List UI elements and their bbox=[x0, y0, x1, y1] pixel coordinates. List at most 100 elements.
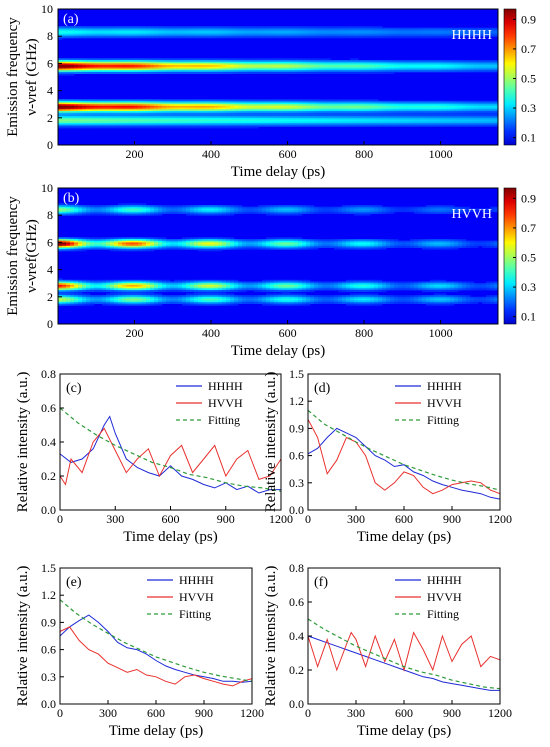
heatmap-cell bbox=[178, 124, 183, 127]
heatmap-cell bbox=[170, 36, 175, 39]
heatmap-cell bbox=[134, 70, 139, 73]
heatmap-cell bbox=[226, 206, 231, 209]
heatmap-cell bbox=[162, 284, 167, 287]
heatmap-cell bbox=[398, 63, 403, 66]
heatmap-cell bbox=[182, 117, 187, 120]
heatmap-cell bbox=[274, 26, 279, 29]
heatmap-cell bbox=[358, 60, 363, 63]
heatmap-cell bbox=[470, 122, 475, 125]
heatmap-cell bbox=[230, 104, 235, 107]
heatmap-cell bbox=[198, 245, 203, 248]
heatmap-cell bbox=[326, 65, 331, 68]
heatmap-cell bbox=[82, 210, 87, 213]
heatmap-cell bbox=[370, 36, 375, 39]
heatmap-cell bbox=[86, 284, 91, 287]
heatmap-cell bbox=[374, 36, 379, 39]
heatmap-cell bbox=[210, 211, 215, 214]
heatmap-cell bbox=[426, 65, 431, 68]
heatmap-cell bbox=[406, 61, 411, 64]
heatmap-cell bbox=[394, 104, 399, 107]
heatmap-cell bbox=[142, 279, 147, 282]
heatmap-cell bbox=[442, 122, 447, 125]
heatmap-cell bbox=[270, 109, 275, 112]
heatmap-cell bbox=[146, 117, 151, 120]
heatmap-cell bbox=[210, 66, 215, 69]
heatmap-cell bbox=[234, 244, 239, 247]
heatmap-cell bbox=[178, 66, 183, 69]
heatmap-cell bbox=[138, 300, 143, 303]
heatmap-cell bbox=[474, 111, 479, 114]
heatmap-cell bbox=[130, 105, 135, 108]
heatmap-cell bbox=[114, 242, 119, 245]
heatmap-cell bbox=[230, 65, 235, 68]
heatmap-cell bbox=[182, 114, 187, 117]
heatmap-cell bbox=[218, 205, 223, 208]
heatmap-cell bbox=[342, 32, 347, 35]
heatmap-cell bbox=[194, 298, 199, 301]
heatmap-cell bbox=[198, 117, 203, 120]
heatmap-cell bbox=[198, 102, 203, 105]
heatmap-cell bbox=[226, 290, 231, 293]
heatmap-cell bbox=[186, 61, 191, 64]
heatmap-cell bbox=[186, 279, 191, 282]
heatmap-cell bbox=[482, 111, 487, 114]
heatmap-cell bbox=[130, 63, 135, 66]
heatmap-cell bbox=[90, 301, 95, 304]
heatmap-cell bbox=[462, 112, 467, 115]
heatmap-cell bbox=[270, 124, 275, 127]
heatmap-cell bbox=[102, 124, 107, 127]
heatmap-cell bbox=[78, 70, 83, 73]
heatmap-cell bbox=[278, 244, 283, 247]
heatmap-cell bbox=[178, 70, 183, 73]
heatmap-cell bbox=[186, 58, 191, 61]
heatmap-cell bbox=[478, 60, 483, 63]
heatmap-cell bbox=[454, 117, 459, 120]
heatmap-cell bbox=[302, 29, 307, 32]
heatmap-cell bbox=[66, 240, 71, 243]
heatmap-cell bbox=[334, 36, 339, 39]
heatmap-cell bbox=[466, 111, 471, 114]
heatmap-cell bbox=[198, 100, 203, 103]
heatmap-cell bbox=[58, 99, 63, 102]
heatmap-cell bbox=[82, 63, 87, 66]
heatmap-cell bbox=[306, 100, 311, 103]
heatmap-cell bbox=[434, 117, 439, 120]
heatmap-cell bbox=[362, 114, 367, 117]
heatmap-cell bbox=[294, 114, 299, 117]
heatmap-cell bbox=[86, 58, 91, 61]
heatmap-cell bbox=[334, 99, 339, 102]
heatmap-cell bbox=[354, 26, 359, 29]
heatmap-cell bbox=[170, 116, 175, 119]
heatmap-cell bbox=[238, 247, 243, 250]
heatmap-cell bbox=[306, 61, 311, 64]
heatmap-cell bbox=[386, 102, 391, 105]
heatmap-cell bbox=[322, 112, 327, 115]
heatmap-cell bbox=[282, 29, 287, 32]
heatmap-cell bbox=[106, 286, 111, 289]
heatmap-cell bbox=[122, 60, 127, 63]
heatmap-cell bbox=[66, 117, 71, 120]
heatmap-cell bbox=[246, 210, 251, 213]
heatmap-cell bbox=[458, 60, 463, 63]
heatmap-cell bbox=[462, 104, 467, 107]
heatmap-cell bbox=[178, 245, 183, 248]
heatmap-cell bbox=[98, 290, 103, 293]
heatmap-cell bbox=[194, 114, 199, 117]
heatmap-cell bbox=[130, 116, 135, 119]
heatmap-cell bbox=[98, 63, 103, 66]
heatmap-cell bbox=[254, 34, 259, 37]
heatmap-cell bbox=[242, 206, 247, 209]
heatmap-cell bbox=[170, 105, 175, 108]
heatmap-cell bbox=[110, 301, 115, 304]
heatmap-cell bbox=[358, 112, 363, 115]
heatmap-cell bbox=[78, 107, 83, 110]
heatmap-cell bbox=[210, 300, 215, 303]
heatmap-cell bbox=[114, 284, 119, 287]
heatmap-cell bbox=[306, 122, 311, 125]
heatmap-cell bbox=[246, 104, 251, 107]
heatmap-cell bbox=[118, 100, 123, 103]
heatmap-cell bbox=[154, 36, 159, 39]
heatmap-cell bbox=[134, 122, 139, 125]
heatmap-cell bbox=[430, 124, 435, 127]
heatmap-cell bbox=[482, 105, 487, 108]
